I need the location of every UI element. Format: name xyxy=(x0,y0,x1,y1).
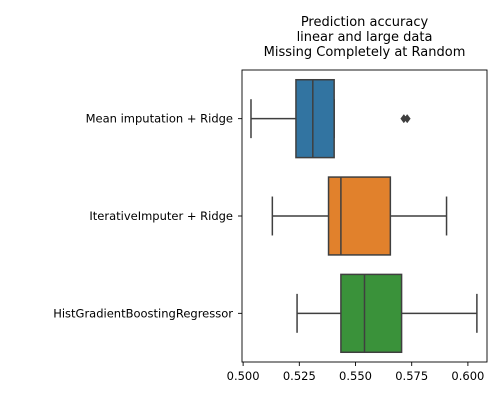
x-tick-label: 0.550 xyxy=(339,369,372,383)
outlier-point xyxy=(403,114,411,124)
iqr-box xyxy=(327,176,392,256)
y-tick-label: Mean imputation + Ridge xyxy=(86,112,233,126)
box-group xyxy=(271,176,448,256)
y-tick-label: IterativeImputer + Ridge xyxy=(89,209,233,223)
box-group xyxy=(250,78,411,159)
x-tick-label: 0.500 xyxy=(227,369,260,383)
iqr-box xyxy=(340,273,403,354)
x-axis-ticks: 0.500 0.525 0.550 0.575 0.600 xyxy=(227,362,484,383)
chart-title-line: Missing Completely at Random xyxy=(264,45,466,60)
chart-title-line: linear and large data xyxy=(297,30,433,45)
iqr-box xyxy=(295,78,335,159)
x-tick-label: 0.575 xyxy=(395,369,428,383)
y-axis-ticks: Mean imputation + Ridge IterativeImputer … xyxy=(53,112,242,320)
x-tick-label: 0.600 xyxy=(451,369,484,383)
y-tick-label: HistGradientBoostingRegressor xyxy=(53,306,233,320)
box-plot-series xyxy=(250,78,478,354)
x-tick-label: 0.525 xyxy=(283,369,316,383)
box-group xyxy=(296,273,478,354)
chart-title-line: Prediction accuracy xyxy=(301,15,429,30)
